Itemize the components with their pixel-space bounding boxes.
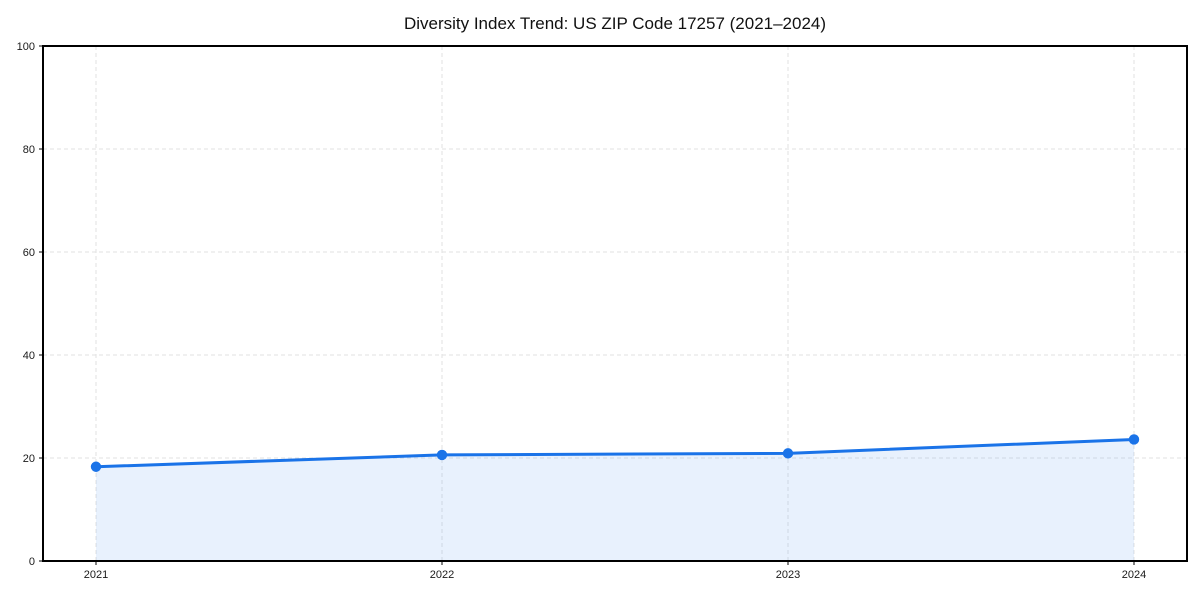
chart-title: Diversity Index Trend: US ZIP Code 17257… (404, 14, 826, 33)
y-tick-label: 0 (29, 556, 35, 568)
trend-line (94, 437, 1136, 469)
plot-border (42, 45, 1188, 562)
data-point-marker (782, 448, 794, 459)
y-tick-label: 20 (23, 453, 35, 465)
x-tick-label: 2022 (430, 569, 454, 581)
y-tick-label: 60 (23, 247, 35, 259)
area-fill (96, 439, 1134, 561)
data-point-marker (90, 461, 102, 472)
x-tick-label: 2024 (1122, 569, 1146, 581)
data-point-marker (436, 449, 448, 461)
y-tick-label: 40 (23, 350, 35, 362)
x-tick-label: 2023 (776, 569, 800, 581)
x-tick-label: 2021 (84, 569, 108, 581)
data-point-marker (1128, 434, 1140, 445)
plot-area: 0 20 40 60 80 100 2021 2022 2023 2024 (17, 41, 1188, 581)
y-tick-label: 80 (23, 144, 35, 156)
y-tick-label: 100 (17, 41, 35, 53)
